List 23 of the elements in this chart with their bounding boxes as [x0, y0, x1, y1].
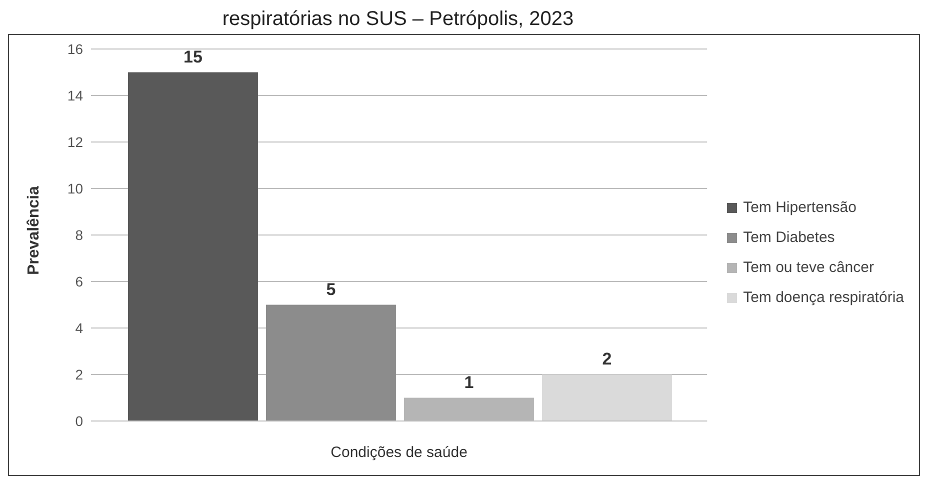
legend-label: Tem Diabetes: [743, 228, 835, 248]
y-tick-label: 16: [67, 40, 84, 57]
bar: [542, 374, 672, 421]
legend-label: Tem doença respiratória: [743, 288, 904, 308]
y-tick-label: 12: [67, 134, 84, 150]
chart-title: respiratórias no SUS – Petrópolis, 2023: [221, 8, 575, 32]
data-label: 2: [602, 350, 612, 368]
y-tick-label: 10: [67, 180, 84, 196]
data-label: 1: [464, 372, 474, 392]
y-tick-label: 6: [75, 273, 84, 290]
y-tick-label: 14: [67, 87, 84, 104]
bar: [266, 304, 396, 421]
legend-label: Tem Hipertensão: [743, 198, 856, 218]
y-tick-label: 8: [75, 226, 84, 243]
x-axis-title: Condições de saúde: [330, 444, 468, 461]
legend-label: Tem ou teve câncer: [743, 258, 874, 278]
data-label: 15: [184, 47, 202, 66]
y-axis-title: Prevalência: [26, 186, 43, 275]
bar: [128, 72, 258, 421]
y-tick-label: 0: [75, 412, 84, 429]
y-tick-label: 4: [75, 320, 84, 336]
y-tick-label: 2: [75, 366, 84, 382]
data-label: 5: [326, 280, 336, 299]
